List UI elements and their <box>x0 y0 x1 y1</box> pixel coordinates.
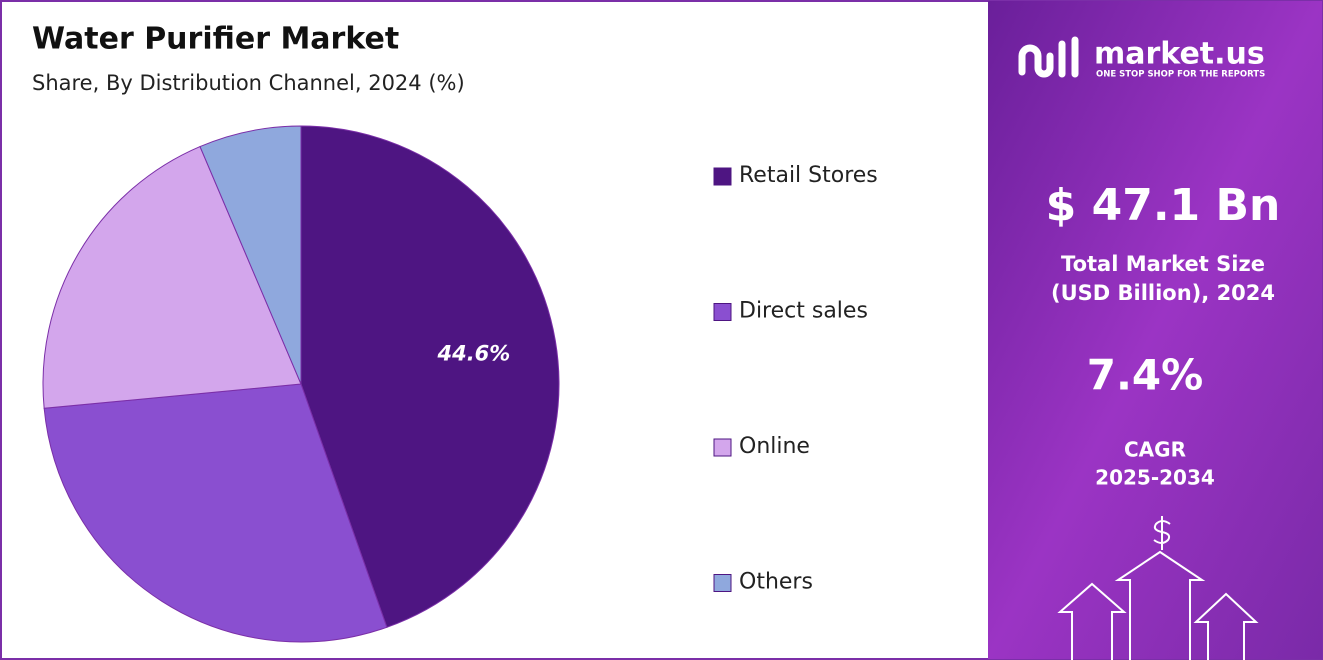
pie-slice <box>199 125 302 385</box>
side-panel <box>988 1 1322 659</box>
chart-title: Water Purifier Market <box>32 22 399 57</box>
cagr: 7.4% <box>1087 351 1203 400</box>
logo: market.us ONE STOP SHOP FOR THE REPORTS <box>1018 36 1265 80</box>
legend-label: Retail Stores <box>739 163 878 188</box>
legend-label: Online <box>739 434 810 459</box>
pie-slice <box>300 125 560 628</box>
pie-slice <box>43 383 388 643</box>
chart-subtitle: Share, By Distribution Channel, 2024 (%) <box>32 71 465 95</box>
legend-label: Others <box>739 570 813 595</box>
legend-swatch <box>713 438 732 457</box>
cagr-label: 2025-2034 <box>1095 466 1215 490</box>
cagr-label: CAGR <box>1124 438 1186 462</box>
logo-icon <box>1018 36 1079 78</box>
legend-swatch <box>713 574 732 592</box>
legend-swatch <box>713 167 732 186</box>
data-label: 44.6% <box>436 341 510 365</box>
tagline: ONE STOP SHOP FOR THE REPORTS <box>1096 70 1265 80</box>
pie: 44.6% <box>42 125 560 643</box>
legend-label: Direct sales <box>739 299 868 324</box>
market-size-label: Total Market Size <box>1061 252 1265 276</box>
market-size: $ 47.1 Bn <box>1046 180 1281 231</box>
market-size-label: (USD Billion), 2024 <box>1051 281 1275 305</box>
legend-swatch <box>713 303 732 321</box>
pie-slice <box>42 145 302 409</box>
arrows-icon <box>1057 516 1259 660</box>
brand: market.us <box>1094 37 1265 72</box>
